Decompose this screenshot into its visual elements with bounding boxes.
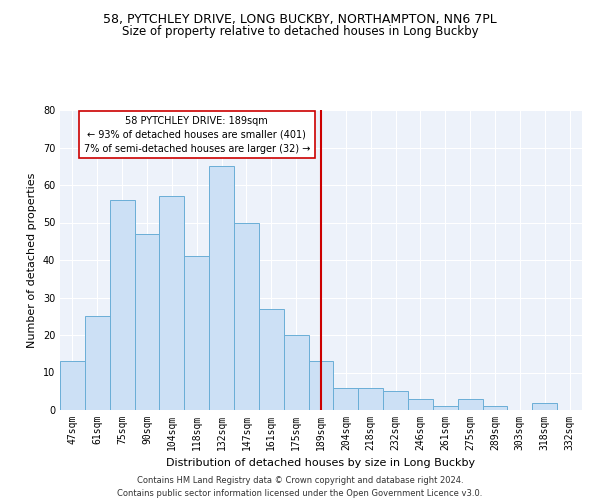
- Bar: [134, 234, 160, 410]
- Bar: [110, 200, 134, 410]
- Bar: [184, 256, 209, 410]
- Bar: [383, 391, 408, 410]
- Bar: [60, 361, 85, 410]
- Text: 58, PYTCHLEY DRIVE, LONG BUCKBY, NORTHAMPTON, NN6 7PL: 58, PYTCHLEY DRIVE, LONG BUCKBY, NORTHAM…: [103, 12, 497, 26]
- Text: Size of property relative to detached houses in Long Buckby: Size of property relative to detached ho…: [122, 25, 478, 38]
- Text: Contains HM Land Registry data © Crown copyright and database right 2024.
Contai: Contains HM Land Registry data © Crown c…: [118, 476, 482, 498]
- Y-axis label: Number of detached properties: Number of detached properties: [27, 172, 37, 348]
- Bar: [458, 399, 482, 410]
- Bar: [160, 196, 184, 410]
- Bar: [308, 361, 334, 410]
- Bar: [85, 316, 110, 410]
- Bar: [532, 402, 557, 410]
- Bar: [334, 388, 358, 410]
- Text: 58 PYTCHLEY DRIVE: 189sqm
← 93% of detached houses are smaller (401)
7% of semi-: 58 PYTCHLEY DRIVE: 189sqm ← 93% of detac…: [83, 116, 310, 154]
- Bar: [209, 166, 234, 410]
- X-axis label: Distribution of detached houses by size in Long Buckby: Distribution of detached houses by size …: [166, 458, 476, 468]
- Bar: [408, 399, 433, 410]
- Bar: [284, 335, 308, 410]
- Bar: [234, 222, 259, 410]
- Bar: [433, 406, 458, 410]
- Bar: [482, 406, 508, 410]
- Bar: [259, 308, 284, 410]
- Bar: [358, 388, 383, 410]
